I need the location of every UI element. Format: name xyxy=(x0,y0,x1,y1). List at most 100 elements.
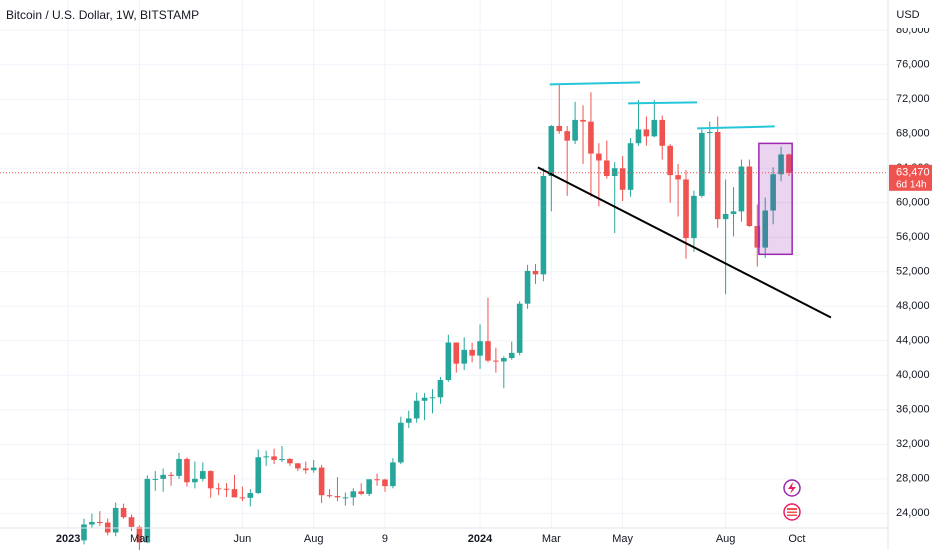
candle-body xyxy=(144,478,151,543)
candle-body xyxy=(588,121,594,154)
candle-body xyxy=(643,129,650,137)
candle-body xyxy=(160,474,166,479)
candle-body xyxy=(405,418,412,423)
y-tick-label: 28,000 xyxy=(896,473,930,485)
y-tick-label: 52,000 xyxy=(896,266,930,278)
candle-body xyxy=(469,349,475,356)
candle-body xyxy=(223,488,230,490)
candle-body xyxy=(635,129,642,144)
candle-body xyxy=(255,457,262,494)
candle-body xyxy=(667,145,673,176)
candle-body xyxy=(192,478,198,483)
candle-body xyxy=(683,179,689,239)
candle-body xyxy=(247,493,254,498)
candle-body xyxy=(342,497,349,499)
candle-body xyxy=(714,132,721,220)
candle-body xyxy=(318,467,325,496)
candle-body xyxy=(398,422,404,463)
candle-body xyxy=(176,458,182,476)
x-tick-label: May xyxy=(612,533,633,545)
y-tick-label: 48,000 xyxy=(896,300,930,312)
candle-body xyxy=(461,349,467,364)
last-price-box xyxy=(889,164,932,191)
candle-body xyxy=(627,143,634,190)
candle-body xyxy=(390,462,396,487)
candle-body xyxy=(651,119,658,137)
candle-body xyxy=(120,507,127,518)
candle-body xyxy=(722,213,729,220)
candle-body xyxy=(112,507,119,533)
y-tick-label: 68,000 xyxy=(896,128,930,140)
candle-body xyxy=(524,270,531,304)
candle-body xyxy=(580,119,586,122)
x-tick-label: Mar xyxy=(542,533,561,545)
candle-body xyxy=(421,397,428,401)
y-tick-label: 56,000 xyxy=(896,231,930,243)
y-tick-label: 60,000 xyxy=(896,197,930,209)
candle-body xyxy=(548,125,555,176)
drawing-line xyxy=(549,81,641,86)
candle-body xyxy=(152,478,159,480)
x-tick-label: 2023 xyxy=(56,533,80,545)
candle-body xyxy=(199,471,206,479)
candle-body xyxy=(207,471,214,489)
candle-body xyxy=(493,360,499,362)
candle-body xyxy=(659,119,666,146)
candle-body xyxy=(516,303,523,353)
icon-flag-body xyxy=(787,508,797,516)
y-tick-label: 24,000 xyxy=(896,507,930,519)
candle-body xyxy=(508,352,515,359)
candle-body xyxy=(374,479,380,481)
icon-flash-bolt xyxy=(788,482,796,494)
candle-body xyxy=(326,495,333,497)
candle-body xyxy=(350,491,357,498)
x-tick-label: Aug xyxy=(716,533,736,545)
candle-body xyxy=(445,342,452,381)
drawing-line xyxy=(697,125,775,130)
candle-body xyxy=(699,132,705,196)
candle-body xyxy=(295,463,301,469)
candle-body xyxy=(477,341,483,356)
candle-body xyxy=(754,226,761,248)
candle-body xyxy=(596,153,602,161)
x-tick-label: 9 xyxy=(382,533,388,545)
y-tick-label: 72,000 xyxy=(896,93,930,105)
candle-body xyxy=(564,131,570,141)
candle-body xyxy=(215,488,222,490)
x-tick-label: Jun xyxy=(234,533,252,545)
currency-label[interactable]: USD xyxy=(896,9,919,21)
y-tick-label: 44,000 xyxy=(896,335,930,347)
candle-body xyxy=(675,175,681,180)
candle-body xyxy=(271,456,277,460)
y-tick-label: 32,000 xyxy=(896,438,930,450)
candle-body xyxy=(540,176,547,275)
candle-body xyxy=(429,397,436,399)
y-tick-label: 76,000 xyxy=(896,59,930,71)
candle-body xyxy=(279,458,285,460)
last-price-label: 63,470 xyxy=(896,167,930,179)
drawing-rect xyxy=(758,142,793,256)
candle-body xyxy=(184,458,190,483)
drawing-line xyxy=(537,166,832,319)
candle-body xyxy=(263,456,269,458)
candle-body xyxy=(453,342,460,364)
plot xyxy=(0,81,888,550)
drawing-line xyxy=(628,101,698,105)
candle-body xyxy=(437,380,444,398)
candle-body xyxy=(730,211,737,214)
candle-body xyxy=(81,524,87,541)
candle-body xyxy=(501,358,507,362)
y-tick-label: 36,000 xyxy=(896,404,930,416)
y-tick-label: 40,000 xyxy=(896,369,930,381)
candle-body xyxy=(366,479,372,494)
candle-body xyxy=(619,168,626,190)
candle-body xyxy=(302,468,309,471)
candle-body xyxy=(746,166,753,227)
candle-body xyxy=(136,526,143,543)
icons xyxy=(783,479,801,521)
candle-body xyxy=(778,154,784,175)
candle-body xyxy=(239,497,246,499)
usd-bg xyxy=(889,0,932,28)
